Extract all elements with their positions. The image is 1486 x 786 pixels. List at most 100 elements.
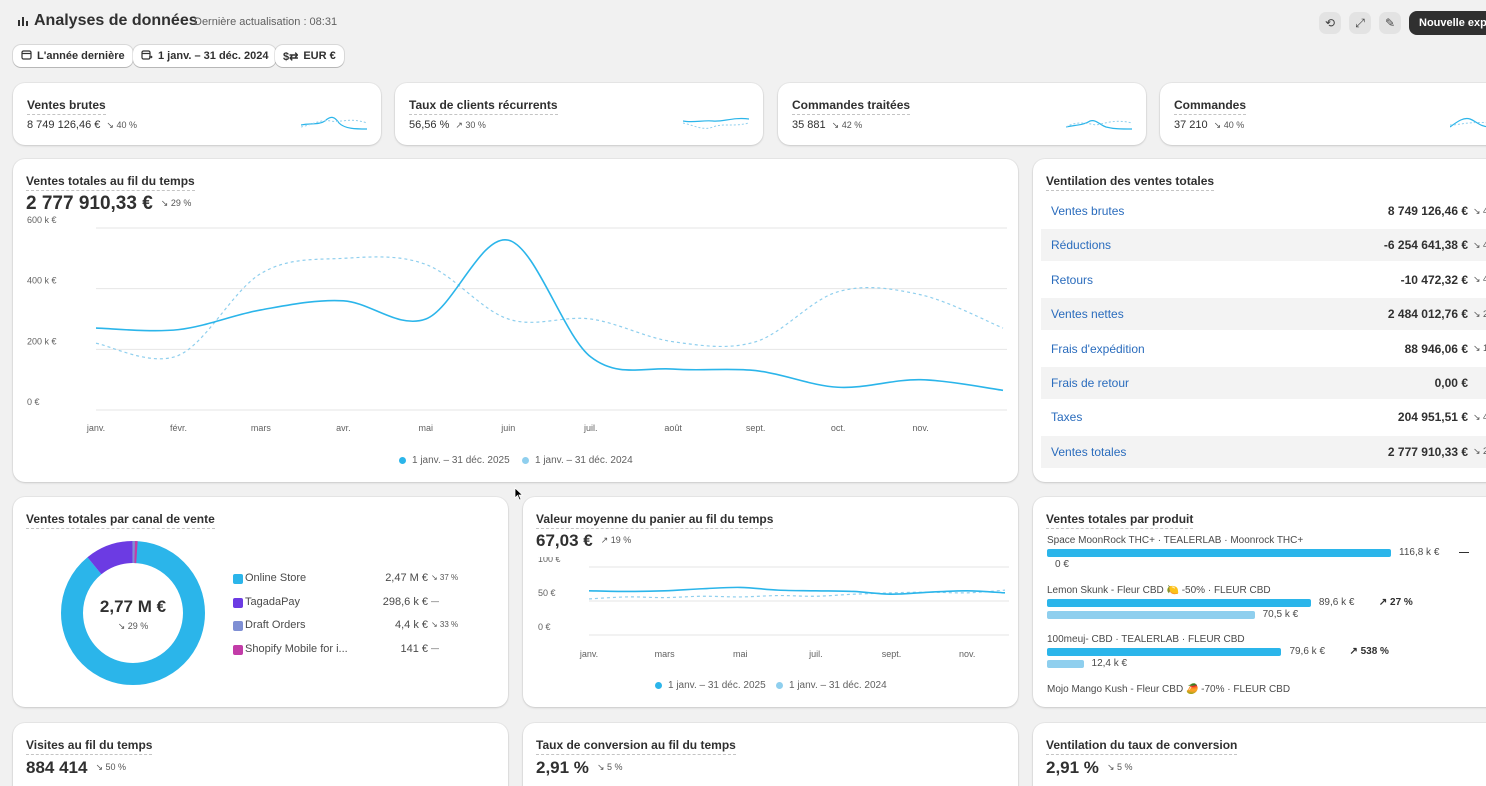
product-value-current: 89,6 k €	[1318, 596, 1355, 608]
kpi-card-gross-sales[interactable]: Ventes brutes 8 749 126,46 € ↘ 40 %	[13, 83, 381, 145]
channel-row[interactable]: Online Store 2,47 M € ↘ 37 %	[233, 572, 473, 586]
breakdown-label[interactable]: Réductions	[1051, 238, 1112, 253]
breakdown-row[interactable]: Frais d'expédition 88 946,06 € ↘ 1	[1041, 333, 1486, 365]
kpi-card-returning-customers[interactable]: Taux de clients récurrents 56,56 % ↗ 30 %	[395, 83, 763, 145]
kpi-label: Taux de clients récurrents	[409, 98, 558, 115]
breakdown-row[interactable]: Frais de retour 0,00 €	[1041, 367, 1486, 399]
breakdown-row[interactable]: Ventes brutes 8 749 126,46 € ↘ 4	[1041, 195, 1486, 227]
breakdown-row[interactable]: Ventes nettes 2 484 012,76 € ↘ 2	[1041, 298, 1486, 331]
fullscreen-button[interactable]: ⤢	[1349, 12, 1371, 34]
product-bar-previous[interactable]	[1047, 660, 1084, 668]
breakdown-label[interactable]: Ventes nettes	[1051, 307, 1124, 322]
card-delta: ↘ 50 %	[95, 762, 127, 772]
date-range-filter[interactable]: 1 janv. – 31 déc. 2024	[133, 45, 277, 67]
sales-by-product-card[interactable]: Ventes totales par produit Space MoonRoc…	[1033, 497, 1486, 707]
donut-center-delta: ↘ 29 %	[117, 621, 149, 631]
legend-dot	[399, 457, 406, 464]
channel-row[interactable]: TagadaPay 298,6 k € —	[233, 596, 473, 610]
card-value-number: 67,03 €	[536, 531, 593, 550]
breakdown-delta: ↘ 4	[1472, 239, 1486, 250]
breakdown-label[interactable]: Frais de retour	[1051, 376, 1130, 390]
kpi-card-fulfilled-orders[interactable]: Commandes traitées 35 881 ↘ 42 %	[778, 83, 1146, 145]
channel-row[interactable]: Draft Orders 4,4 k € ↘ 33 %	[233, 619, 473, 633]
y-tick-label: 100 €	[538, 557, 561, 564]
breakdown-label[interactable]: Retours	[1051, 272, 1094, 287]
new-exploration-label: Nouvelle expl	[1419, 17, 1486, 29]
series-line-current	[588, 586, 1006, 596]
breakdown-label[interactable]: Taxes	[1051, 410, 1083, 425]
channel-delta: —	[431, 596, 439, 606]
visits-card[interactable]: Visites au fil du temps 884 414 ↘ 50 %	[13, 723, 508, 786]
x-tick-label: mars	[655, 649, 675, 659]
kpi-delta: ↘ 42 %	[831, 120, 863, 130]
kpi-label: Commandes	[1174, 98, 1247, 115]
product-name[interactable]: 100meuj- CBD · TEALERLAB · FLEUR CBD	[1047, 634, 1245, 645]
donut-slice[interactable]	[61, 541, 205, 685]
conversion-breakdown-card[interactable]: Ventilation du taux de conversion 2,91 %…	[1033, 723, 1486, 786]
kpi-delta: ↗ 30 %	[455, 120, 486, 130]
product-value-current: 79,6 k €	[1289, 646, 1326, 657]
product-bar-previous[interactable]	[1047, 610, 1255, 619]
breakdown-delta: ↘ 4	[1472, 205, 1486, 216]
channel-value: 141 €	[400, 642, 428, 655]
legend-label: 1 janv. – 31 déc. 2025	[412, 455, 510, 466]
refresh-button[interactable]: ⟲	[1319, 12, 1341, 34]
channel-row[interactable]: Shopify Mobile for i... 141 € —	[233, 643, 473, 657]
breakdown-value: 2 777 910,33 €	[1387, 444, 1468, 459]
kpi-delta: ↘ 40 %	[1213, 120, 1245, 130]
period-filter[interactable]: L'année dernière	[13, 45, 133, 67]
breakdown-delta: ↘ 4	[1472, 274, 1486, 285]
x-tick-label: nov.	[959, 649, 975, 659]
last-updated: Dernière actualisation : 08:31	[194, 16, 338, 28]
product-name[interactable]: Mojo Mango Kush - Fleur CBD 🥭 -70% · FLE…	[1047, 683, 1291, 695]
breakdown-delta: ↘ 4	[1472, 411, 1486, 422]
breakdown-value: 0,00 €	[1434, 376, 1468, 390]
product-value-previous: 70,5 k €	[1262, 608, 1299, 620]
x-tick-label: nov.	[912, 423, 928, 433]
kpi-card-orders[interactable]: Commandes 37 210 ↘ 40 %	[1160, 83, 1486, 145]
aov-line-chart: 0 € 50 € 100 € janv. mars mai juil. sept. nov.	[538, 557, 1009, 659]
breakdown-delta: ↘ 2	[1472, 446, 1486, 457]
breakdown-row[interactable]: Taxes 204 951,51 € ↘ 4	[1041, 401, 1486, 433]
breakdown-row[interactable]: Ventes totales 2 777 910,33 € ↘ 2	[1041, 435, 1486, 468]
series-line-current	[95, 239, 1004, 392]
breakdown-delta: ↘ 2	[1472, 308, 1486, 319]
currency-filter[interactable]: $⇄ EUR €	[275, 45, 344, 67]
channel-swatch	[233, 621, 243, 631]
breakdown-row[interactable]: Réductions -6 254 641,38 € ↘ 4	[1041, 229, 1486, 262]
card-delta: ↘ 5 %	[1106, 762, 1133, 772]
sales-breakdown-card[interactable]: Ventilation des ventes totales Ventes br…	[1033, 159, 1486, 482]
new-exploration-button[interactable]: Nouvelle expl	[1409, 11, 1486, 35]
product-value-current: 116,8 k €	[1399, 547, 1440, 558]
legend-label: 1 janv. – 31 déc. 2024	[789, 680, 887, 691]
product-name[interactable]: Space MoonRock THC+ · TEALERLAB · Moonro…	[1047, 535, 1304, 546]
breakdown-label[interactable]: Ventes totales	[1051, 444, 1127, 459]
product-bar-current[interactable]	[1047, 648, 1282, 656]
legend-previous: 1 janv. – 31 déc. 2024	[522, 455, 633, 466]
x-tick-label: avr.	[336, 423, 351, 433]
sparkline	[1450, 117, 1486, 128]
channel-name: Draft Orders	[245, 619, 306, 631]
kpi-delta-value: 40 %	[1223, 120, 1245, 130]
channel-swatch	[233, 597, 243, 608]
period-filter-label: L'année dernière	[37, 50, 125, 62]
product-bar-current[interactable]	[1047, 549, 1391, 557]
breakdown-label[interactable]: Frais d'expédition	[1051, 341, 1145, 356]
calendar-icon	[21, 49, 32, 63]
kpi-label: Commandes traitées	[792, 98, 911, 115]
sales-over-time-card[interactable]: Ventes totales au fil du temps 2 777 910…	[13, 159, 1018, 482]
donut-delta-value: 29 %	[127, 621, 149, 631]
breakdown-row[interactable]: Retours -10 472,32 € ↘ 4	[1041, 264, 1486, 296]
product-bar-current[interactable]	[1047, 598, 1311, 607]
breakdown-value: 2 484 012,76 €	[1387, 307, 1468, 322]
sales-by-channel-card[interactable]: Ventes totales par canal de vente 2,77 M…	[13, 497, 508, 707]
product-name[interactable]: Lemon Skunk - Fleur CBD 🍋 -50% · FLEUR C…	[1047, 584, 1271, 596]
edit-button[interactable]: ✎	[1379, 12, 1401, 34]
card-title: Ventilation du taux de conversion	[1046, 738, 1238, 755]
aov-card[interactable]: Valeur moyenne du panier au fil du temps…	[523, 497, 1018, 707]
card-value-number: 2,91 %	[1046, 758, 1099, 777]
breakdown-label[interactable]: Ventes brutes	[1051, 204, 1125, 218]
x-tick-label: juil.	[808, 649, 823, 659]
conversion-card[interactable]: Taux de conversion au fil du temps 2,91 …	[523, 723, 1018, 786]
x-tick-label: juil.	[583, 423, 598, 433]
